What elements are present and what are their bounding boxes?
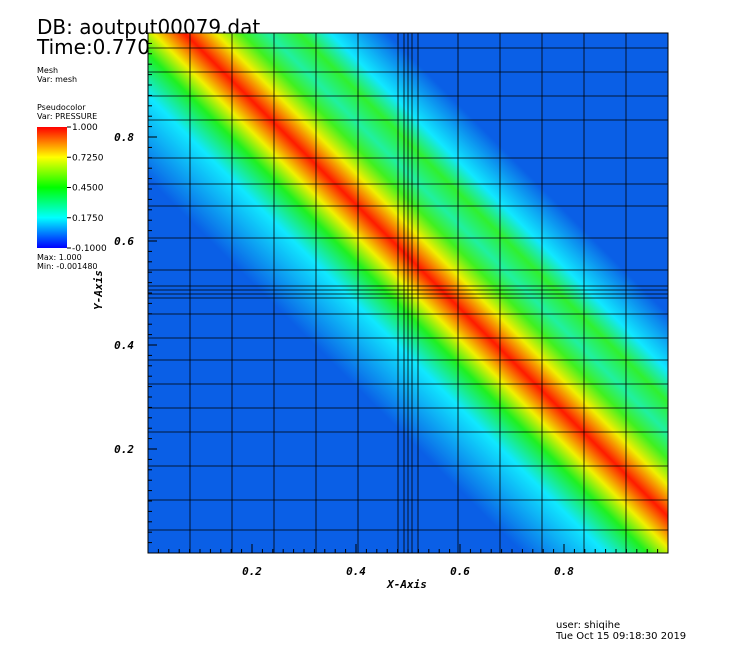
- colorbar-tick-label: 0.4500: [72, 184, 104, 194]
- pc-var: Var: PRESSURE: [37, 112, 97, 121]
- x-tick-label: 0.4: [346, 565, 366, 578]
- mesh: [148, 33, 668, 553]
- x-tick-label: 0.8: [554, 565, 574, 578]
- colorbar-tick-label: -0.1000: [72, 244, 107, 254]
- y-tick-label: 0.6: [114, 235, 134, 248]
- time-label: Time:0.7702: [36, 35, 163, 59]
- x-axis-label: X-Axis: [386, 578, 427, 591]
- x-tick-label: 0.2: [242, 565, 262, 578]
- y-tick-label: 0.4: [114, 339, 134, 352]
- x-tick-label: 0.6: [450, 565, 470, 578]
- y-tick-label: 0.2: [114, 443, 134, 456]
- mesh-var: Var: mesh: [37, 75, 77, 84]
- y-axis-label: Y-Axis: [92, 270, 105, 310]
- y-tick-label: 0.8: [114, 131, 134, 144]
- user: user: shiqihe: [556, 620, 620, 631]
- colorbar: [37, 127, 67, 248]
- pc-name: Pseudocolor: [37, 103, 86, 112]
- date: Tue Oct 15 09:18:30 2019: [555, 631, 686, 642]
- mesh-name: Mesh: [37, 66, 58, 75]
- colorbar-tick-label: 0.1750: [72, 214, 104, 224]
- min-label: Min: -0.001480: [37, 262, 98, 271]
- colorbar-tick-label: 0.7250: [72, 153, 104, 163]
- colorbar-tick-label: 1.000: [72, 123, 98, 133]
- max-label: Max: 1.000: [37, 253, 82, 262]
